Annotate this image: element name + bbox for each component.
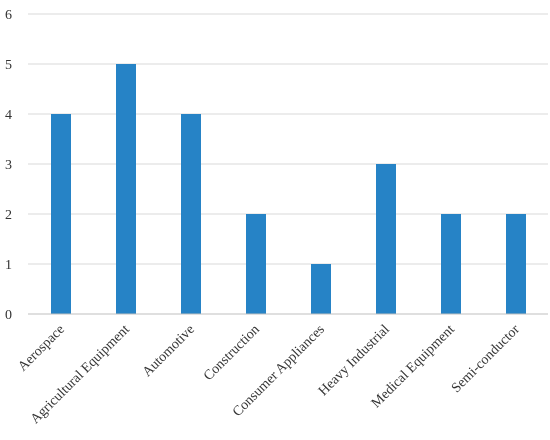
x-tick-label: Automotive: [140, 322, 198, 380]
bar: [376, 164, 396, 314]
y-tick-label: 0: [5, 308, 12, 323]
y-tick-label: 6: [5, 8, 12, 23]
x-tick-label: Aerospace: [15, 322, 67, 374]
bars: [51, 64, 526, 314]
bar: [181, 114, 201, 314]
bar: [506, 214, 526, 314]
y-axis-ticks: 0 1 2 3 4 5 6: [5, 8, 12, 323]
y-tick-label: 3: [5, 158, 12, 173]
gridlines: [28, 13, 548, 265]
x-tick-label: Construction: [201, 322, 263, 384]
bar: [441, 214, 461, 314]
x-tick-label: Semi-conductor: [449, 322, 523, 396]
bar: [51, 114, 71, 314]
y-tick-label: 1: [5, 258, 12, 273]
bar: [246, 214, 266, 314]
y-tick-label: 4: [5, 108, 12, 123]
bar: [116, 64, 136, 314]
bar: [311, 264, 331, 314]
y-tick-label: 5: [5, 58, 12, 73]
y-tick-label: 2: [5, 208, 12, 223]
